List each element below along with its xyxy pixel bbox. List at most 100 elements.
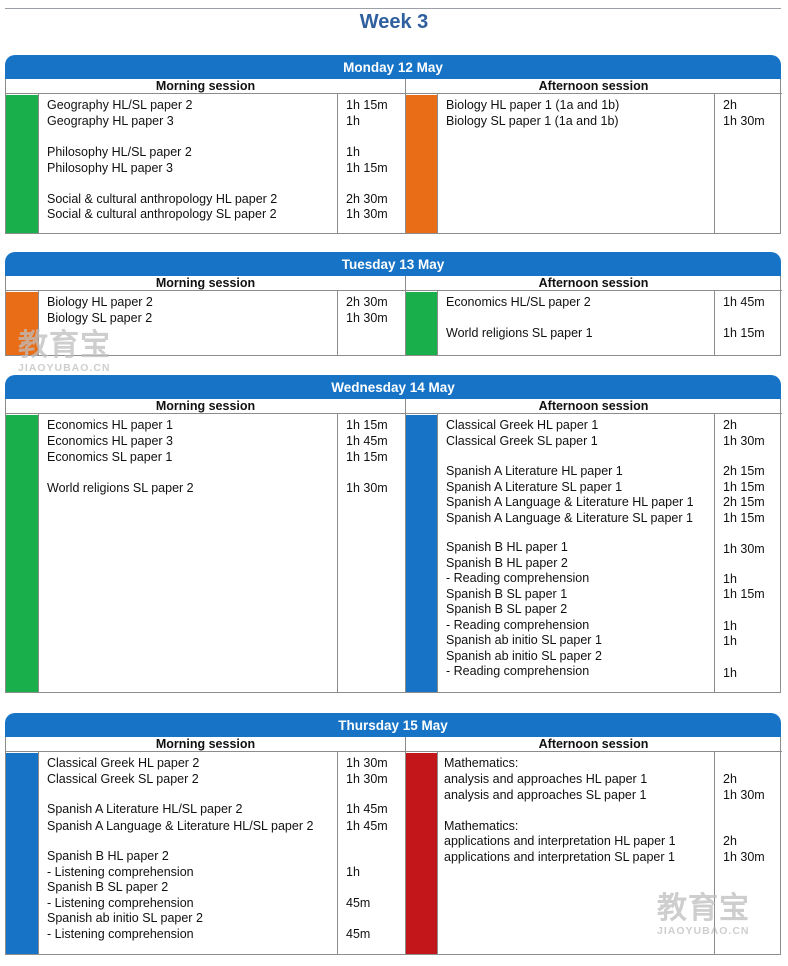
- watermark: 教育宝 JIAOYUBAO.CN: [18, 329, 111, 375]
- exam-subject: Spanish B SL paper 2: [446, 602, 568, 616]
- column-divider: [337, 94, 338, 233]
- exam-subject: Geography HL/SL paper 2: [47, 98, 193, 112]
- column-divider: [38, 752, 39, 954]
- exam-duration: 1h 30m: [346, 207, 388, 221]
- exam-duration: 1h 45m: [346, 819, 388, 833]
- exam-subject: Economics SL paper 1: [47, 450, 173, 464]
- exam-duration: 1h 30m: [346, 756, 388, 770]
- exam-duration: 1h 15m: [723, 587, 765, 601]
- afternoon-color-bar: [405, 95, 437, 233]
- exam-duration: 1h 45m: [346, 434, 388, 448]
- day-header: Wednesday 14 May: [5, 375, 781, 399]
- exam-subject: Spanish A Literature HL paper 1: [446, 464, 623, 478]
- exam-subject: Spanish A Language & Literature HL/SL pa…: [47, 819, 314, 833]
- column-divider: [714, 752, 715, 954]
- exam-duration: 1h 15m: [723, 326, 765, 340]
- exam-subject: Social & cultural anthropology HL paper …: [47, 192, 278, 206]
- exam-subject: Spanish B SL paper 1: [446, 587, 568, 601]
- exam-subject: World religions SL paper 1: [446, 326, 593, 340]
- exam-duration: 1h 45m: [346, 802, 388, 816]
- morning-color-bar: [6, 753, 38, 954]
- exam-duration: 2h 30m: [346, 295, 388, 309]
- exam-duration: 2h: [723, 772, 737, 786]
- column-divider: [714, 94, 715, 233]
- afternoon-session-header: Afternoon session: [405, 399, 782, 414]
- afternoon-color-bar: [405, 292, 437, 355]
- exam-subject: - Reading comprehension: [446, 571, 590, 585]
- exam-subject: analysis and approaches HL paper 1: [444, 772, 648, 786]
- session-table: Morning session Geography HL/SL paper 2 1h…: [5, 79, 782, 234]
- column-divider: [437, 414, 438, 692]
- exam-subject: Classical Greek SL paper 1: [446, 434, 598, 448]
- exam-subject: Economics HL paper 3: [47, 434, 173, 448]
- afternoon-session-header: Afternoon session: [405, 276, 782, 291]
- exam-subject: - Reading comprehension: [446, 618, 590, 632]
- column-divider: [714, 414, 715, 692]
- exam-duration: 1h 30m: [723, 434, 765, 448]
- morning-color-bar: [6, 415, 38, 692]
- exam-subject: Biology SL paper 1 (1a and 1b): [446, 114, 619, 128]
- exam-duration: 2h: [723, 418, 737, 432]
- exam-duration: 1h 15m: [723, 511, 765, 525]
- exam-subject: Spanish B HL paper 1: [446, 540, 568, 554]
- exam-subject: Spanish B HL paper 2: [446, 556, 568, 570]
- exam-subject: Mathematics:: [444, 756, 519, 770]
- exam-subject: analysis and approaches SL paper 1: [444, 788, 647, 802]
- exam-subject: Spanish B HL paper 2: [47, 849, 169, 863]
- exam-subject: Philosophy HL/SL paper 2: [47, 145, 192, 159]
- morning-session-header: Morning session: [6, 737, 405, 752]
- morning-color-bar: [6, 95, 38, 233]
- day-header: Thursday 15 May: [5, 713, 781, 737]
- exam-duration: 45m: [346, 896, 371, 910]
- column-divider: [337, 414, 338, 692]
- exam-subject: World religions SL paper 2: [47, 481, 194, 495]
- exam-duration: 1h 15m: [346, 98, 388, 112]
- exam-duration: 1h 15m: [346, 450, 388, 464]
- exam-subject: Spanish A Language & Literature SL paper…: [446, 511, 693, 525]
- morning-session-header: Morning session: [6, 79, 405, 94]
- exam-duration: 2h 30m: [346, 192, 388, 206]
- column-divider: [714, 291, 715, 355]
- exam-subject: - Listening comprehension: [47, 865, 194, 879]
- exam-duration: 1h: [346, 865, 360, 879]
- column-divider: [437, 94, 438, 233]
- column-divider: [337, 752, 338, 954]
- exam-subject: Spanish B SL paper 2: [47, 880, 169, 894]
- session-table: Morning session Economics HL paper 1 1h 15…: [5, 399, 782, 693]
- exam-subject: Spanish ab initio SL paper 2: [446, 649, 602, 663]
- session-divider: [405, 276, 406, 355]
- column-divider: [38, 291, 39, 355]
- exam-subject: applications and interpretation SL paper…: [444, 850, 675, 864]
- exam-subject: Biology HL paper 1 (1a and 1b): [446, 98, 620, 112]
- exam-duration: 1h: [346, 145, 360, 159]
- day-header: Tuesday 13 May: [5, 252, 781, 276]
- exam-subject: Spanish A Literature SL paper 1: [446, 480, 623, 494]
- day-block: Thursday 15 May Morning session Classical …: [5, 713, 782, 955]
- exam-subject: Biology HL paper 2: [47, 295, 153, 309]
- exam-duration: 1h 15m: [346, 418, 388, 432]
- morning-color-bar: [6, 292, 38, 355]
- exam-duration: 1h 45m: [723, 295, 765, 309]
- session-table: Morning session Classical Greek HL paper …: [5, 737, 782, 955]
- exam-subject: Spanish ab initio SL paper 2: [47, 911, 203, 925]
- morning-session-header: Morning session: [6, 276, 405, 291]
- exam-duration: 1h: [723, 572, 737, 586]
- column-divider: [337, 291, 338, 355]
- exam-subject: Spanish ab initio SL paper 1: [446, 633, 602, 647]
- day-header: Monday 12 May: [5, 55, 781, 79]
- exam-duration: 1h 30m: [723, 542, 765, 556]
- page-title: Week 3: [359, 11, 429, 33]
- exam-duration: 1h 30m: [723, 850, 765, 864]
- exam-duration: 1h 30m: [723, 788, 765, 802]
- column-divider: [38, 94, 39, 233]
- exam-subject: - Listening comprehension: [47, 927, 194, 941]
- exam-duration: 1h 15m: [346, 161, 388, 175]
- exam-subject: - Listening comprehension: [47, 896, 194, 910]
- morning-session-header: Morning session: [6, 399, 405, 414]
- afternoon-color-bar: [405, 415, 437, 692]
- exam-duration: 1h 30m: [346, 772, 388, 786]
- exam-duration: 1h: [723, 666, 737, 680]
- exam-subject: Classical Greek HL paper 1: [446, 418, 599, 432]
- top-rule: [5, 8, 781, 9]
- exam-subject: Classical Greek HL paper 2: [47, 756, 200, 770]
